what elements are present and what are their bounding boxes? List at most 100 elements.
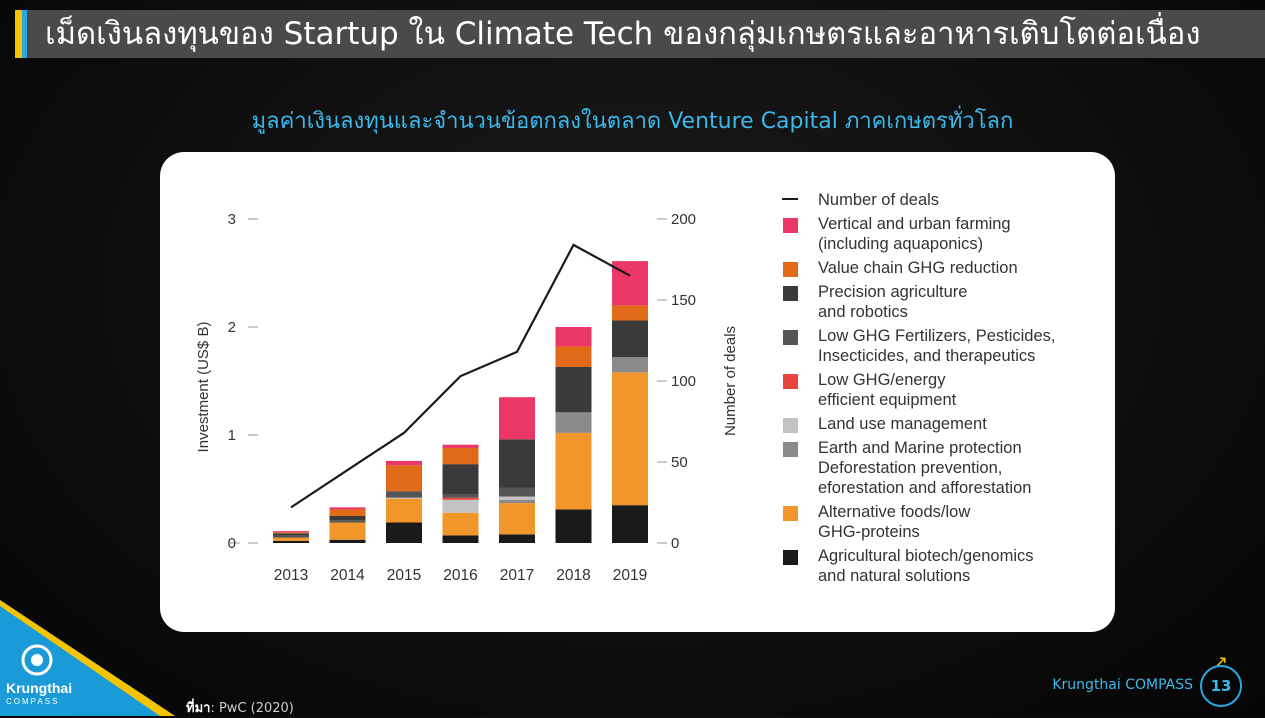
- source-note: ที่มา: PwC (2020): [186, 697, 294, 718]
- legend-swatch: [783, 442, 798, 457]
- x-tick-label: 2014: [330, 567, 365, 584]
- page-number: 13: [1200, 665, 1242, 707]
- legend-label: Value chain GHG reduction: [818, 258, 1100, 278]
- y2-tick-label: 0: [671, 535, 679, 552]
- y-axis-title: Investment (US$ B): [195, 322, 212, 453]
- bar-segment: [612, 305, 648, 320]
- legend-label: Agricultural biotech/genomics and natura…: [818, 546, 1100, 586]
- chart-panel: 0 1 2 3 0 50 100 150 200 Investment (US$ B) Number…: [160, 152, 1115, 632]
- logo-sub: COMPASS: [6, 697, 59, 706]
- legend-item: Agricultural biotech/genomics and natura…: [780, 546, 1100, 586]
- x-tick-label: 2017: [500, 567, 534, 584]
- legend-swatch: [783, 550, 798, 565]
- bar-segment: [330, 540, 366, 543]
- bar-segment: [556, 412, 592, 433]
- legend-swatch: [783, 286, 798, 301]
- bar-segment: [443, 535, 479, 543]
- bar-segment: [443, 464, 479, 494]
- bar-segment: [499, 397, 535, 439]
- x-tick-label: 2016: [443, 567, 477, 584]
- logo-name: Krungthai: [6, 680, 72, 696]
- legend-label: Land use management: [818, 414, 1100, 434]
- bar-segment: [386, 491, 422, 497]
- y2-tick-label: 200: [671, 211, 696, 228]
- bar-segment: [273, 532, 309, 533]
- legend-swatch: [783, 330, 798, 345]
- y-tick-label: 0: [228, 535, 236, 552]
- legend-item: Land use management: [780, 414, 1100, 434]
- source-text: : PwC (2020): [210, 701, 293, 716]
- legend-label: Vertical and urban farming (including aq…: [818, 214, 1100, 254]
- legend-item: Value chain GHG reduction: [780, 258, 1100, 278]
- bar-segment: [556, 327, 592, 346]
- legend-item: Low GHG/energy efficient equipment: [780, 370, 1100, 410]
- bar-segment: [499, 439, 535, 488]
- bar-segment: [386, 499, 422, 523]
- x-tick-label: 2018: [556, 567, 590, 584]
- y-tick-label: 3: [228, 211, 236, 228]
- bar-segment: [612, 505, 648, 543]
- legend-swatch: [783, 218, 798, 233]
- legend-label: Number of deals: [818, 190, 1100, 210]
- legend-label: Precision agriculture and robotics: [818, 282, 1100, 322]
- slide-title: เม็ดเงินลงทุนของ Startup ใน Climate Tech…: [45, 14, 1201, 54]
- bar-segment: [556, 510, 592, 543]
- bar-segment: [273, 531, 309, 532]
- x-tick-label: 2019: [613, 567, 647, 584]
- bar-segment: [499, 497, 535, 500]
- y-tick-label: 2: [228, 319, 236, 336]
- bar-segment: [556, 433, 592, 510]
- y-tick-label: 1: [228, 427, 236, 444]
- legend-label: Alternative foods/low GHG-proteins: [818, 502, 1100, 542]
- bar-segment: [443, 494, 479, 497]
- x-tick-label: 2015: [387, 567, 421, 584]
- y2-axis-title: Number of deals: [722, 326, 739, 436]
- bar-segment: [273, 538, 309, 541]
- title-accent-blue: [22, 10, 27, 58]
- footer-brand: Krungthai COMPASS: [1052, 677, 1193, 693]
- bar-segment: [443, 513, 479, 536]
- bar-segment: [386, 522, 422, 543]
- bar-segment: [443, 445, 479, 448]
- chart-subtitle: มูลค่าเงินลงทุนและจำนวนข้อตกลงในตลาด Ven…: [0, 103, 1265, 138]
- legend-item: Vertical and urban farming (including aq…: [780, 214, 1100, 254]
- x-tick-label: 2013: [274, 567, 308, 584]
- chart-legend: Number of deals Vertical and urban farmin…: [780, 190, 1100, 590]
- y2-tick-label: 100: [671, 373, 696, 390]
- bar-segment: [273, 533, 309, 535]
- legend-label: Earth and Marine protection Deforestatio…: [818, 438, 1100, 498]
- y2-tick-label: 150: [671, 292, 696, 309]
- bar-segment: [273, 541, 309, 543]
- legend-swatch: [783, 374, 798, 389]
- legend-swatch: [783, 262, 798, 277]
- chart: 0 1 2 3 0 50 100 150 200 Investment (US$ B) Number…: [160, 152, 760, 632]
- bar-segment: [330, 516, 366, 520]
- legend-swatch: [783, 506, 798, 521]
- legend-item: Low GHG Fertilizers, Pesticides, Insecti…: [780, 326, 1100, 366]
- bar-segment: [499, 488, 535, 497]
- bar-segment: [386, 461, 422, 465]
- bar-segment: [330, 507, 366, 509]
- bar-segment: [612, 321, 648, 358]
- bar-segment: [612, 357, 648, 372]
- bar-segment: [330, 510, 366, 516]
- y2-tick-label: 50: [671, 454, 688, 471]
- legend-label: Low GHG/energy efficient equipment: [818, 370, 1100, 410]
- bar-segment: [499, 503, 535, 534]
- legend-line-marker: [782, 198, 798, 200]
- legend-item: Precision agriculture and robotics: [780, 282, 1100, 322]
- bar-segment: [443, 448, 479, 464]
- legend-label: Low GHG Fertilizers, Pesticides, Insecti…: [818, 326, 1100, 366]
- bar-segment: [386, 465, 422, 491]
- legend-item: Number of deals: [780, 190, 1100, 210]
- bar-segment: [556, 367, 592, 412]
- bar-segment: [443, 498, 479, 500]
- bar-segment: [612, 372, 648, 505]
- bar-segment: [499, 500, 535, 503]
- legend-item: Earth and Marine protection Deforestatio…: [780, 438, 1100, 498]
- bar-segment: [273, 535, 309, 537]
- bar-segment: [556, 346, 592, 367]
- bar-segment: [330, 520, 366, 522]
- bar-segment: [330, 522, 366, 539]
- source-label: ที่มา: [186, 701, 210, 716]
